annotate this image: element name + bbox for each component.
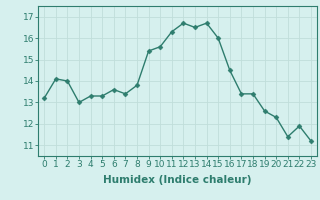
X-axis label: Humidex (Indice chaleur): Humidex (Indice chaleur) <box>103 175 252 185</box>
